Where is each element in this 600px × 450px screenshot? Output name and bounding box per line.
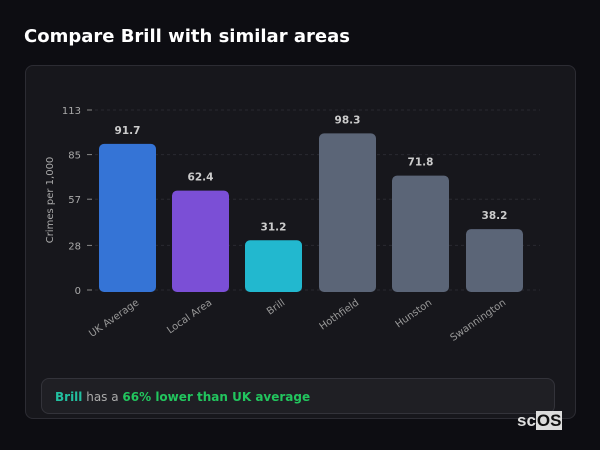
bar[interactable] [99, 143, 156, 292]
summary-text: has a [82, 390, 123, 404]
data-label: 91.7 [115, 125, 141, 137]
y-tick-label: 0 [75, 286, 81, 297]
logo-boxed: OS [535, 411, 563, 430]
x-tick-label: Hunston [394, 297, 435, 330]
x-tick-label: Swannington [449, 297, 509, 343]
bar[interactable] [172, 190, 229, 292]
y-axis-label: Crimes per 1,000 [45, 157, 56, 244]
logo-prefix: sc [517, 411, 536, 430]
bar[interactable] [245, 240, 302, 292]
y-tick-label: 57 [68, 195, 81, 206]
x-tick-label: Local Area [165, 297, 214, 336]
logo: scOS [517, 411, 563, 431]
data-label: 98.3 [335, 114, 361, 126]
y-tick-label: 85 [68, 151, 81, 162]
data-label: 71.8 [408, 157, 434, 169]
summary-area: Brill [55, 390, 83, 404]
bar[interactable] [319, 133, 376, 292]
summary-box: Brill has a 66% lower than UK average [41, 378, 555, 414]
y-tick-label: 28 [68, 241, 81, 252]
data-label: 31.2 [261, 221, 287, 233]
page-title: Compare Brill with similar areas [24, 26, 350, 47]
y-tick-label: 113 [62, 106, 81, 117]
bar[interactable] [466, 229, 523, 292]
summary-comparison: 66% lower than UK average [122, 390, 311, 404]
x-tick-label: Hothfield [318, 297, 362, 332]
data-label: 38.2 [482, 210, 508, 222]
bar[interactable] [392, 175, 449, 292]
x-tick-label: UK Average [87, 297, 141, 339]
x-tick-label: Brill [265, 297, 287, 317]
data-label: 62.4 [188, 172, 214, 184]
